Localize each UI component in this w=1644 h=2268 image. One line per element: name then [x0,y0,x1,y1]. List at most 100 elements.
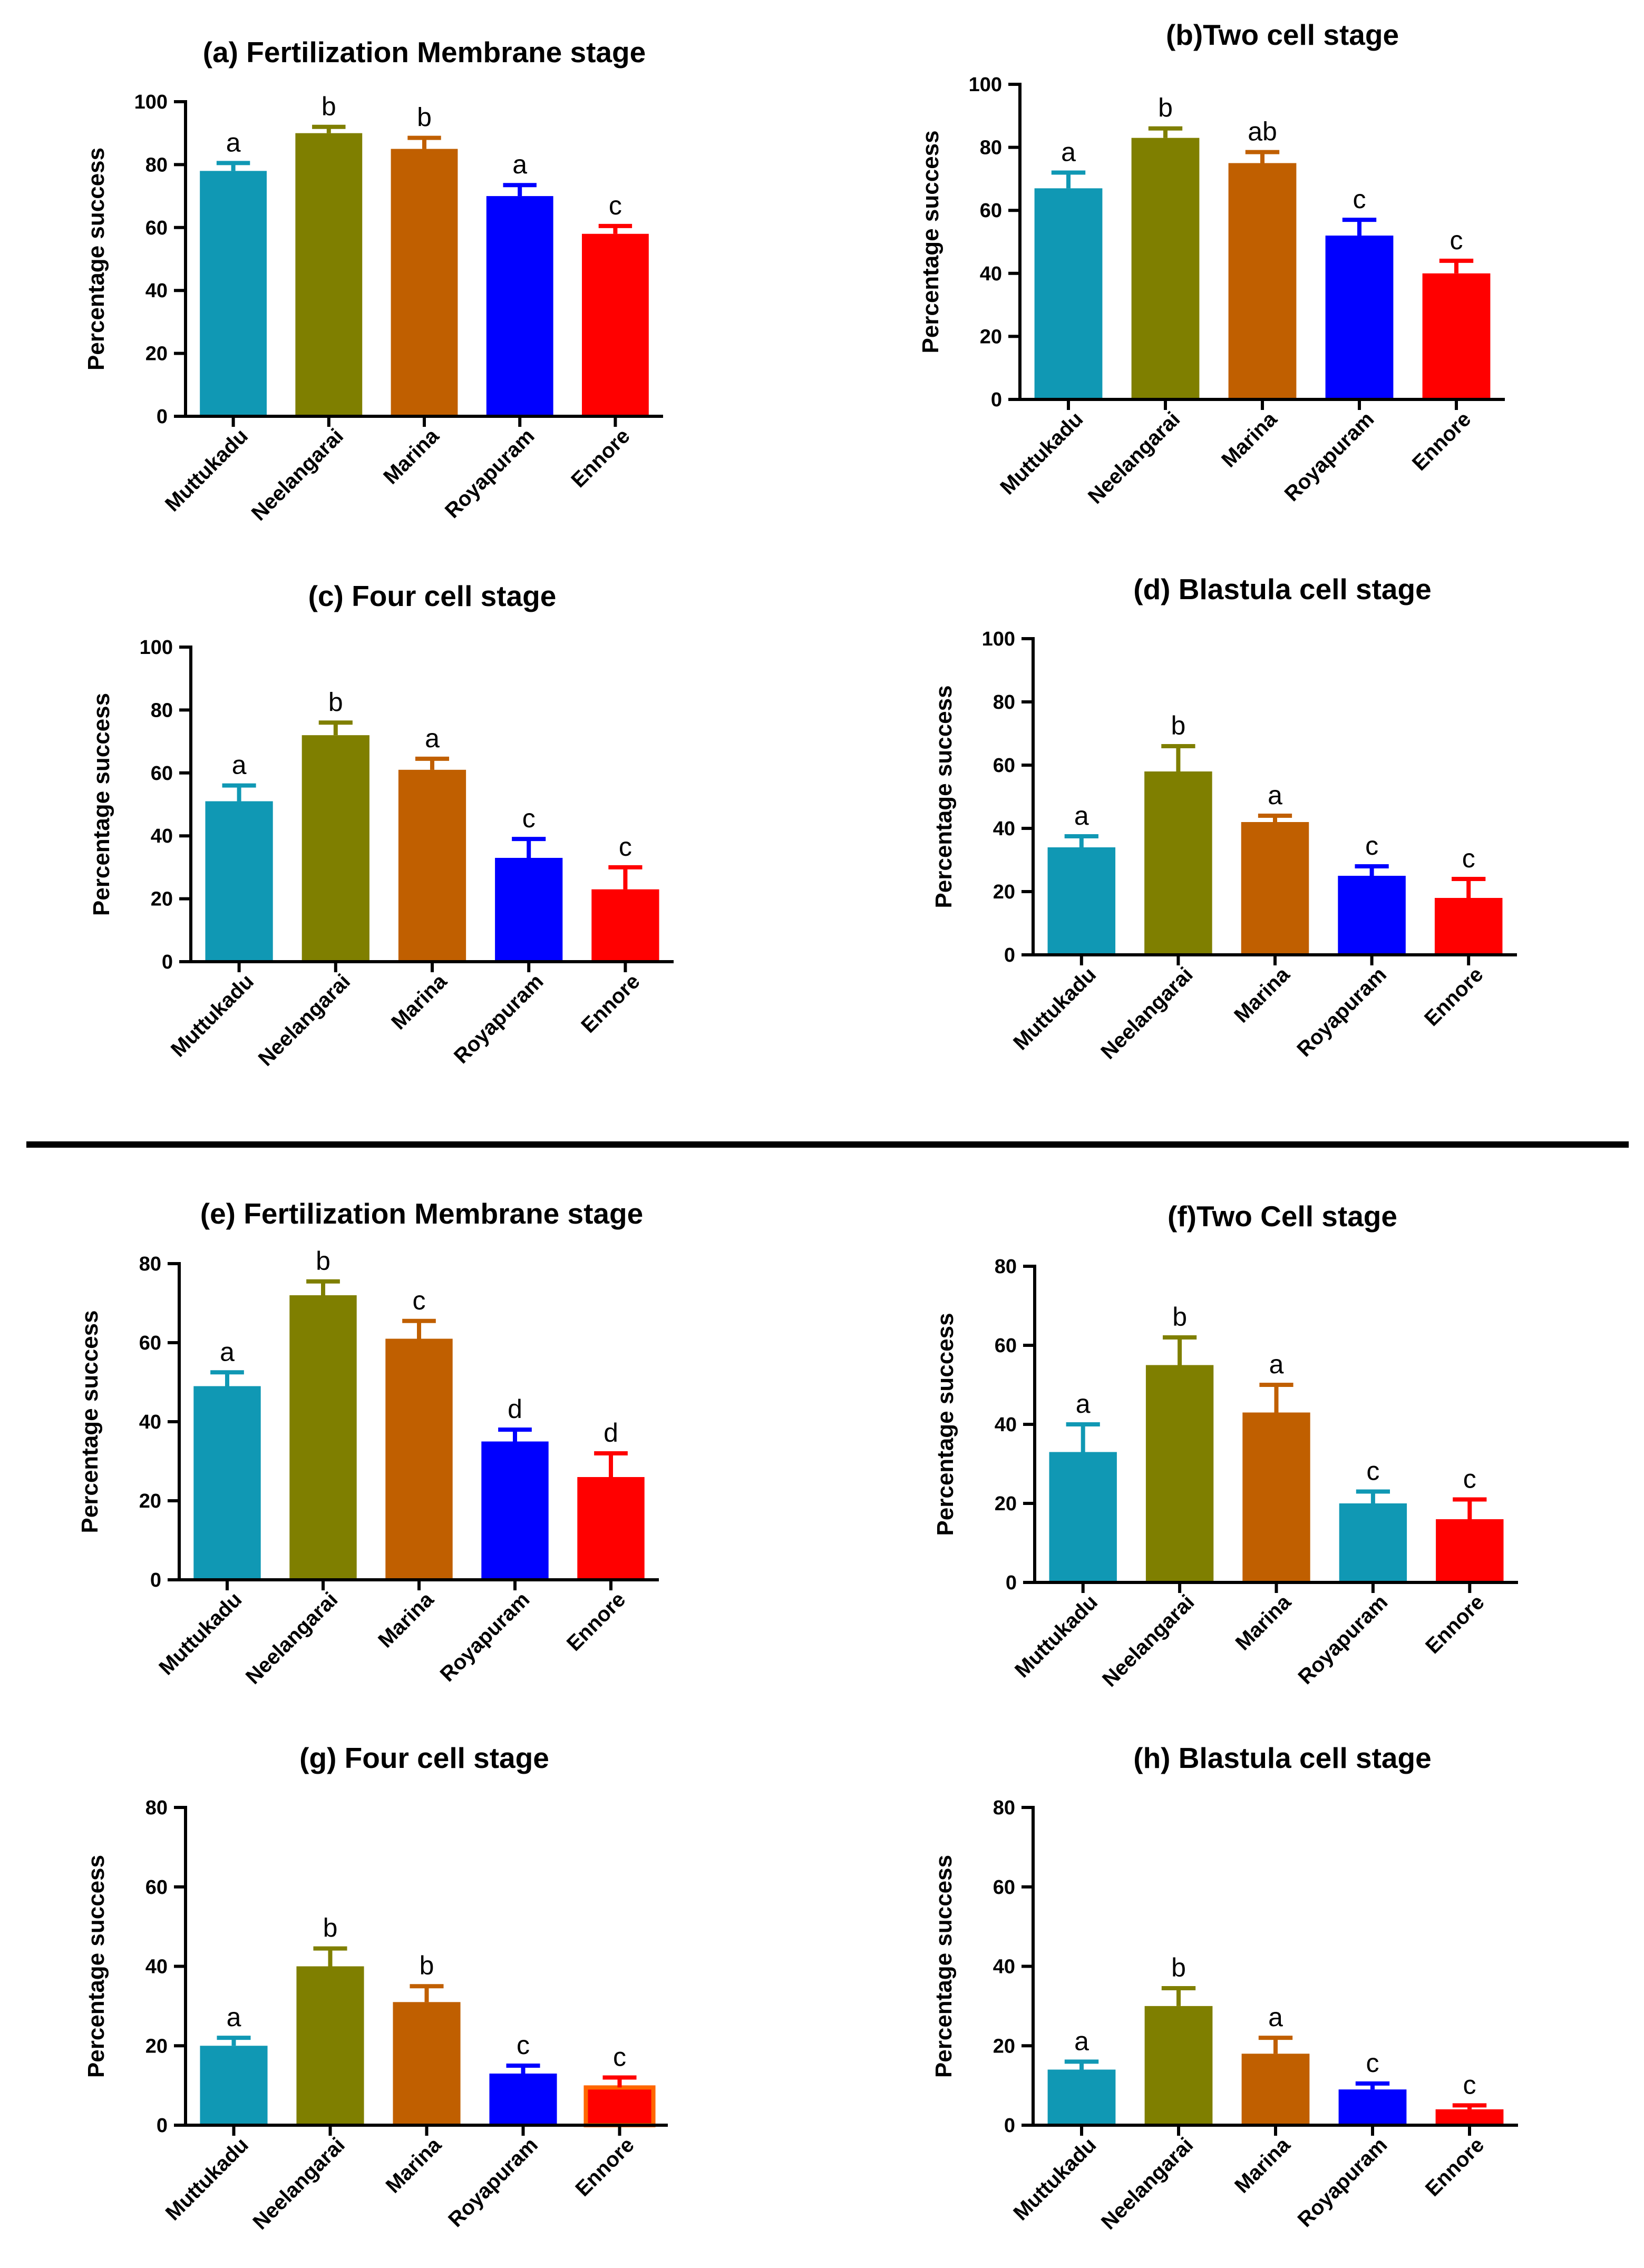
bar-muttukadu [200,171,267,416]
bar-marina [393,2002,461,2125]
error-bar-muttukadu [1051,170,1086,189]
y-tick-label: 60 [145,217,168,239]
y-tick-label: 80 [993,691,1015,713]
y-tick-label: 60 [995,1335,1017,1357]
error-bar-muttukadu [216,161,250,171]
significance-letter: c [1450,226,1463,255]
error-bar-marina [407,135,441,149]
x-tick-label-royapuram: Royapuram [1292,963,1391,1061]
chart-title: (b)Two cell stage [1166,18,1399,51]
error-bar-marina [410,1984,444,2002]
x-tick-label-ennore: Ennore [562,1588,630,1656]
y-tick-label: 20 [145,2035,168,2057]
y-tick-label: 20 [151,888,173,911]
error-bar-neelangarai [1161,744,1195,771]
chart-panel-h: (h) Blastula cell stage Percentage succes… [931,1742,1518,2234]
y-tick-label: 40 [139,1411,161,1433]
error-bar-marina [1245,150,1280,163]
bar-ennore [1434,898,1503,955]
bar-marina [385,1338,453,1580]
y-tick-label: 20 [993,881,1015,903]
significance-letter: c [613,2042,626,2072]
bar-marina [1241,2054,1310,2125]
bar-neelangarai [1144,771,1212,955]
significance-letter: b [322,92,336,121]
bar-ennore [577,1477,645,1580]
significance-letter: a [1061,137,1076,167]
x-tick-label-marina: Marina [374,1588,439,1653]
significance-letter: c [609,191,622,220]
bar-neelangarai [1131,138,1200,399]
significance-letter: c [1365,831,1378,861]
error-bar-ennore [598,223,633,234]
x-tick-label-royapuram: Royapuram [450,970,548,1068]
error-bar-marina [402,1318,436,1339]
bar-royapuram [1338,876,1406,955]
x-tick-label-ennore: Ennore [571,2133,639,2201]
significance-letter: b [316,1246,330,1276]
x-tick-label-royapuram: Royapuram [1293,2133,1392,2232]
significance-letter: a [425,724,440,753]
bar-marina [391,149,458,416]
x-tick-label-neelangarai: Neelangarai [1096,963,1197,1063]
chart-panel-e: (e) Fertilization Membrane stage Percenta… [77,1197,659,1689]
x-tick-label-neelangarai: Neelangarai [254,970,355,1070]
y-tick-label: 40 [980,263,1002,285]
bar-royapuram [1339,1503,1407,1582]
y-tick-label: 80 [145,1797,168,1819]
y-tick-label: 0 [991,389,1002,411]
bar-muttukadu [1034,188,1103,399]
significance-letter: a [1074,801,1089,830]
bar-muttukadu [1049,1452,1117,1582]
bar-neelangarai [301,735,369,962]
x-tick-label-ennore: Ennore [1420,963,1488,1031]
error-bar-ennore [608,865,643,889]
bar-muttukadu [200,2046,268,2125]
bar-neelangarai [1145,1365,1214,1582]
bar-marina [398,769,466,962]
significance-letter: c [522,804,536,833]
significance-letter: b [1171,711,1185,740]
bar-ennore [583,2085,656,2128]
y-axis-label: Percentage success [931,1855,957,2078]
y-tick-label: 80 [980,137,1002,159]
x-tick-label-neelangarai: Neelangarai [241,1588,342,1688]
error-bar-ennore [594,1451,628,1477]
error-bar-neelangarai [313,1946,347,1967]
error-bar-neelangarai [1163,1335,1197,1365]
bar-ennore [581,233,649,416]
significance-letter: a [220,1337,235,1366]
bar-muttukadu [1047,2069,1116,2125]
x-tick-label-ennore: Ennore [567,424,635,492]
x-tick-label-royapuram: Royapuram [441,424,539,523]
bar-royapuram [1325,236,1394,399]
chart-panel-f: (f)Two Cell stage Percentage success a Mutt… [932,1200,1518,1692]
significance-letter: d [604,1418,618,1448]
x-tick-label-neelangarai: Neelangarai [247,424,348,525]
error-bar-muttukadu [1066,1422,1100,1452]
chart-title: (h) Blastula cell stage [1133,1742,1431,1774]
x-tick-label-marina: Marina [382,2133,446,2198]
significance-letter: c [1353,184,1366,214]
bar-royapuram [1338,2089,1407,2125]
y-tick-label: 0 [162,951,173,973]
significance-letter: c [1366,1456,1379,1486]
x-tick-label-muttukadu: Muttukadu [1009,963,1101,1054]
error-bar-neelangarai [1148,126,1183,138]
y-tick-label: 80 [993,1797,1015,1819]
error-bar-muttukadu [217,2036,251,2046]
y-tick-label: 20 [145,343,168,365]
bar-marina [1242,1412,1310,1582]
bar-ennore [1436,1519,1504,1582]
x-tick-label-ennore: Ennore [1421,1590,1489,1658]
chart-panel-a: (a) Fertilization Membrane stage Percenta… [83,36,663,525]
y-tick-label: 100 [982,628,1015,650]
chart-title: (e) Fertilization Membrane stage [200,1197,643,1230]
error-bar-royapuram [1342,218,1377,236]
x-tick-label-neelangarai: Neelangarai [1097,2133,1198,2234]
y-tick-label: 40 [145,280,168,302]
x-tick-label-muttukadu: Muttukadu [154,1588,246,1679]
chart-panel-c: (c) Four cell stage Percentage success a Mu… [89,580,674,1071]
significance-letter: b [417,103,432,132]
